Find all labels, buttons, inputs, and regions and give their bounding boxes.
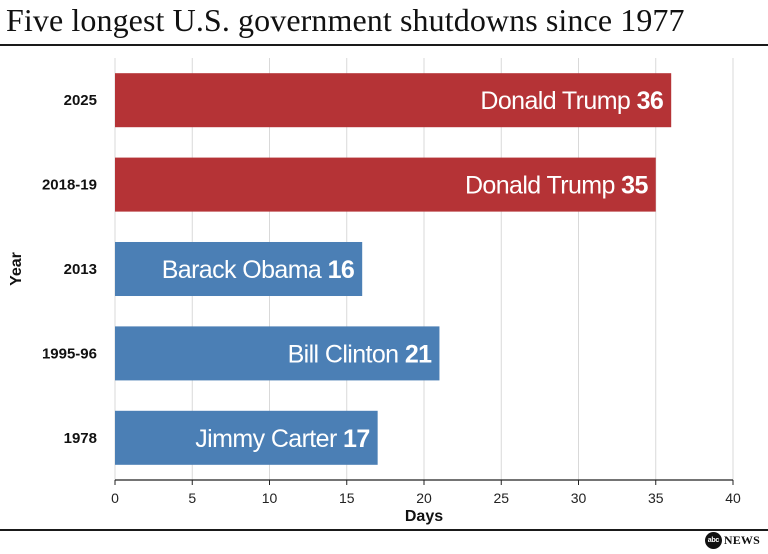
bar-label-name: Barack Obama	[162, 256, 328, 284]
bar-label: Donald Trump 35	[465, 172, 648, 200]
x-tick-label: 35	[648, 490, 664, 506]
bar-label-name: Bill Clinton	[288, 340, 405, 368]
bar-label-value: 16	[328, 256, 355, 284]
y-tick-label: 2013	[64, 261, 97, 278]
abc-news-logo: abc NEWS	[704, 532, 760, 549]
abc-logo-icon: abc	[704, 532, 722, 549]
bar-label-value: 21	[405, 340, 432, 368]
bar-label-name: Donald Trump	[480, 87, 636, 115]
y-tick-label: 1995-96	[42, 345, 97, 362]
x-tick-label: 25	[493, 490, 509, 506]
footer-divider	[0, 529, 768, 531]
x-tick-label: 10	[262, 490, 278, 506]
bar-label: Barack Obama 16	[162, 256, 355, 284]
chart-title: Five longest U.S. government shutdowns s…	[6, 2, 685, 38]
x-axis-title: Days	[405, 508, 443, 525]
bar-label-value: 35	[621, 172, 648, 200]
bar-label-value: 17	[343, 425, 370, 453]
bar-label-value: 36	[637, 87, 664, 115]
bar	[115, 410, 378, 465]
bar-label: Donald Trump 36	[480, 87, 663, 115]
bar-label: Jimmy Carter 17	[195, 425, 369, 453]
bar	[115, 326, 440, 381]
news-wordmark: NEWS	[723, 533, 760, 547]
x-tick-label: 30	[571, 490, 587, 506]
x-tick-label: 0	[111, 490, 119, 506]
bar	[115, 241, 363, 297]
y-tick-label: 2018-19	[42, 177, 97, 194]
y-axis-title: Year	[8, 252, 25, 286]
bar	[115, 73, 672, 128]
bar-label: Bill Clinton 21	[288, 340, 433, 368]
y-tick-label: 1978	[64, 430, 97, 447]
bar-label-name: Donald Trump	[465, 172, 621, 200]
x-tick-label: 20	[416, 490, 432, 506]
x-tick-label: 15	[339, 490, 355, 506]
x-tick-label: 40	[725, 490, 741, 506]
title-divider	[0, 44, 768, 46]
x-tick-label: 5	[188, 490, 196, 506]
bar-label-name: Jimmy Carter	[195, 425, 343, 453]
y-tick-label: 2025	[64, 92, 97, 109]
bar	[115, 157, 656, 212]
